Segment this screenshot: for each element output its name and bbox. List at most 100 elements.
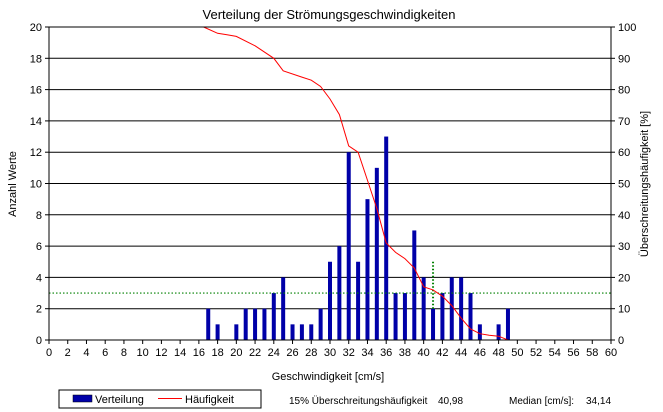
- x-tick-label: 60: [605, 347, 617, 359]
- y2-axis-label: Überschreitungshäufigkeit [%]: [639, 111, 651, 257]
- bar: [271, 293, 276, 340]
- median-value: 34,14: [586, 396, 611, 407]
- bar: [262, 308, 267, 340]
- y-tick-label: 18: [30, 53, 42, 65]
- x-tick-label: 30: [324, 347, 336, 359]
- y-tick-label: 14: [30, 116, 42, 128]
- y2-tick-label: 40: [618, 210, 630, 222]
- percentile-label: 15% Überschreitungshäufigkeit: [289, 395, 428, 407]
- y-tick-label: 10: [30, 179, 42, 191]
- x-tick-label: 12: [155, 347, 167, 359]
- y2-tick-label: 0: [618, 335, 624, 347]
- y-axis-label: Anzahl Werte: [7, 151, 19, 217]
- x-tick-label: 52: [530, 347, 542, 359]
- x-tick-label: 22: [249, 347, 261, 359]
- x-tick-label: 42: [436, 347, 448, 359]
- y-tick-label: 6: [36, 241, 42, 253]
- y2-tick-label: 50: [618, 179, 630, 191]
- y2-tick-label: 30: [618, 241, 630, 253]
- y2-tick-label: 80: [618, 85, 630, 97]
- bar: [459, 277, 464, 340]
- median-label: Median [cm/s]:: [509, 396, 574, 407]
- y-tick-label: 0: [36, 335, 42, 347]
- bar: [374, 167, 379, 340]
- bar: [431, 308, 436, 340]
- chart-title: Verteilung der Strömungsgeschwindigkeite…: [203, 7, 456, 22]
- legend-swatch-bar: [72, 394, 93, 403]
- bar: [290, 324, 295, 340]
- line-series: [49, 26, 611, 341]
- bar: [206, 308, 211, 340]
- x-tick-label: 2: [65, 347, 71, 359]
- bar: [299, 324, 304, 340]
- axes: 0 2 4 6 8 10 12 14 16 18 20 22 24 26 28 30 32 34 36 38 40 42 4…: [30, 22, 637, 359]
- x-tick-label: 50: [511, 347, 523, 359]
- x-tick-label: 10: [137, 347, 149, 359]
- bar: [384, 136, 389, 340]
- x-tick-label: 16: [193, 347, 205, 359]
- x-tick-label: 14: [174, 347, 186, 359]
- bar: [281, 277, 286, 340]
- percentile-value: 40,98: [438, 396, 463, 407]
- legend-label-line: Häufigkeit: [185, 394, 234, 406]
- bar: [337, 246, 342, 340]
- bar: [215, 324, 220, 340]
- bar: [421, 277, 426, 340]
- x-tick-label: 54: [549, 347, 561, 359]
- x-tick-label: 40: [418, 347, 430, 359]
- bar: [468, 293, 473, 340]
- x-tick-label: 28: [305, 347, 317, 359]
- y2-tick-label: 20: [618, 272, 630, 284]
- bar-series: [206, 136, 510, 340]
- y-tick-label: 4: [36, 272, 42, 284]
- legend-label-bar: Verteilung: [95, 394, 144, 406]
- x-tick-label: 6: [102, 347, 108, 359]
- bar: [505, 308, 510, 340]
- bar: [318, 308, 323, 340]
- x-tick-label: 58: [586, 347, 598, 359]
- x-tick-label: 4: [83, 347, 89, 359]
- frequency-line: [203, 26, 509, 341]
- bar: [356, 261, 361, 340]
- bar: [234, 324, 239, 340]
- x-tick-label: 38: [399, 347, 411, 359]
- x-tick-label: 26: [286, 347, 298, 359]
- x-tick-label: 24: [268, 347, 280, 359]
- bar: [496, 324, 501, 340]
- y-tick-label: 2: [36, 304, 42, 316]
- x-tick-label: 44: [455, 347, 467, 359]
- bar: [440, 293, 445, 340]
- bar: [412, 230, 417, 340]
- bar: [477, 324, 482, 340]
- x-tick-label: 32: [343, 347, 355, 359]
- x-tick-label: 36: [380, 347, 392, 359]
- y-tick-label: 8: [36, 210, 42, 222]
- bar: [243, 308, 248, 340]
- bar: [365, 199, 370, 340]
- x-tick-label: 18: [211, 347, 223, 359]
- bar: [309, 324, 314, 340]
- y-tick-label: 20: [30, 22, 42, 34]
- bar: [402, 293, 407, 340]
- x-tick-label: 56: [567, 347, 579, 359]
- y-tick-label: 12: [30, 147, 42, 159]
- bar: [449, 277, 454, 340]
- x-tick-label: 46: [474, 347, 486, 359]
- x-tick-label: 48: [492, 347, 504, 359]
- y2-tick-label: 60: [618, 147, 630, 159]
- legend: Verteilung Häufigkeit: [58, 389, 262, 409]
- x-tick-label: 8: [121, 347, 127, 359]
- y-tick-label: 16: [30, 85, 42, 97]
- bar: [393, 293, 398, 340]
- x-tick-label: 20: [230, 347, 242, 359]
- x-tick-label: 0: [46, 347, 52, 359]
- y2-tick-label: 90: [618, 53, 630, 65]
- y2-tick-label: 100: [618, 22, 636, 34]
- y2-tick-label: 70: [618, 116, 630, 128]
- x-axis-label: Geschwindigkeit [cm/s]: [272, 371, 384, 383]
- y2-tick-label: 10: [618, 304, 630, 316]
- bar: [253, 308, 258, 340]
- x-tick-label: 34: [361, 347, 373, 359]
- bar: [328, 261, 332, 340]
